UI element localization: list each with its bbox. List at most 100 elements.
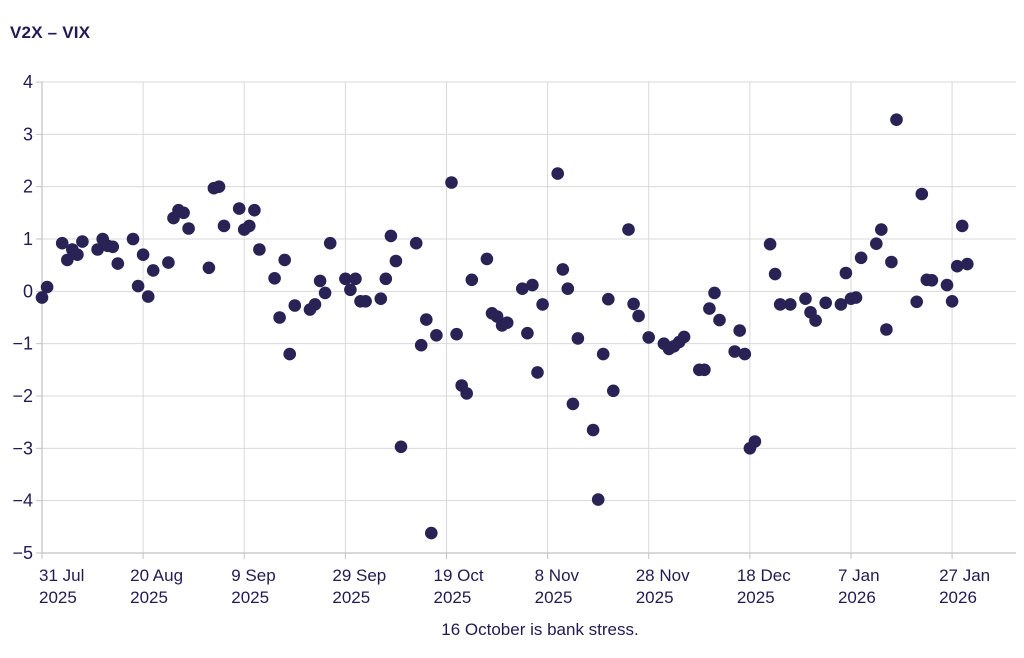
data-point xyxy=(839,266,853,280)
data-point xyxy=(516,282,529,296)
data-point xyxy=(359,295,372,308)
x-tick-label: 27 Jan xyxy=(939,566,990,585)
data-point xyxy=(71,248,84,261)
data-point xyxy=(961,257,974,271)
x-tick-label: 29 Sep xyxy=(332,566,386,585)
data-point xyxy=(698,363,711,377)
data-point xyxy=(703,302,716,315)
x-tick-label-year: 2025 xyxy=(231,588,269,607)
chart-caption: 16 October is bank stress. xyxy=(441,620,639,639)
data-point xyxy=(531,366,544,379)
data-point xyxy=(141,290,155,303)
data-point xyxy=(339,272,352,286)
data-point xyxy=(854,251,868,265)
data-point xyxy=(146,264,160,277)
data-point xyxy=(521,326,534,340)
data-point xyxy=(925,274,939,287)
data-point xyxy=(253,243,266,256)
data-point xyxy=(748,435,762,448)
data-point xyxy=(243,219,256,233)
data-point xyxy=(945,295,959,308)
x-tick-label: 19 Oct xyxy=(433,566,483,585)
data-point xyxy=(632,309,645,323)
data-point xyxy=(768,267,782,281)
y-tick-label: −5 xyxy=(12,543,33,563)
data-point xyxy=(915,187,929,201)
y-tick-label: 0 xyxy=(23,281,33,301)
data-point xyxy=(885,255,898,269)
data-point xyxy=(374,292,388,306)
data-point xyxy=(627,297,640,311)
data-point xyxy=(313,274,327,288)
x-tick-label-year: 2025 xyxy=(535,588,573,607)
data-point xyxy=(40,280,54,294)
data-point xyxy=(35,291,49,304)
data-point xyxy=(248,203,261,217)
data-point xyxy=(389,254,403,268)
data-point xyxy=(278,253,292,267)
data-point xyxy=(414,338,428,352)
data-point xyxy=(61,253,74,267)
data-point xyxy=(232,202,246,215)
data-point xyxy=(566,397,580,411)
y-tick-label: −2 xyxy=(12,386,33,406)
x-tick-label-year: 2025 xyxy=(130,588,168,607)
data-point xyxy=(384,229,398,243)
x-tick-label-year: 2025 xyxy=(332,588,370,607)
data-point xyxy=(556,263,570,276)
y-tick-label: −3 xyxy=(12,438,33,458)
data-point xyxy=(202,261,216,275)
data-point xyxy=(950,259,964,273)
data-point xyxy=(91,243,104,256)
data-point xyxy=(323,236,337,250)
data-point xyxy=(425,526,438,540)
data-point xyxy=(551,167,564,180)
data-point xyxy=(809,314,822,327)
x-tick-label: 31 Jul xyxy=(39,566,84,585)
data-point xyxy=(450,327,463,341)
data-point xyxy=(308,298,322,311)
y-tick-label: −4 xyxy=(12,491,33,511)
data-point xyxy=(738,347,752,361)
data-point xyxy=(500,316,514,330)
data-point xyxy=(602,292,615,306)
data-point xyxy=(268,272,281,285)
x-tick-label: 8 Nov xyxy=(535,566,580,585)
data-point xyxy=(834,298,848,311)
x-tick-label-year: 2025 xyxy=(39,588,77,607)
data-point xyxy=(596,347,610,361)
data-point xyxy=(713,313,726,327)
data-point xyxy=(799,292,812,306)
data-point xyxy=(890,113,903,126)
data-point xyxy=(283,347,297,361)
data-point xyxy=(182,222,195,235)
data-point xyxy=(273,311,286,324)
data-point xyxy=(349,272,362,286)
data-point xyxy=(622,223,635,236)
data-point xyxy=(318,286,332,300)
chart-title: V2X – VIX xyxy=(10,23,91,42)
data-point xyxy=(460,387,474,400)
data-point xyxy=(910,295,923,309)
data-point xyxy=(136,248,150,261)
data-point xyxy=(445,176,458,189)
y-tick-label: −1 xyxy=(12,334,33,354)
data-point xyxy=(430,329,443,342)
data-point xyxy=(394,440,408,454)
data-point xyxy=(561,282,575,296)
data-point xyxy=(849,291,863,304)
data-point xyxy=(591,493,605,506)
data-point xyxy=(526,278,539,292)
y-tick-label: 1 xyxy=(23,229,33,249)
data-point xyxy=(162,256,175,269)
data-point xyxy=(126,232,140,246)
x-tick-label-year: 2025 xyxy=(433,588,471,607)
data-point xyxy=(344,283,357,297)
data-point xyxy=(571,332,585,345)
x-tick-label-year: 2025 xyxy=(636,588,674,607)
x-tick-label: 7 Jan xyxy=(838,566,880,585)
y-tick-label: 4 xyxy=(23,72,33,92)
data-point xyxy=(733,324,746,337)
